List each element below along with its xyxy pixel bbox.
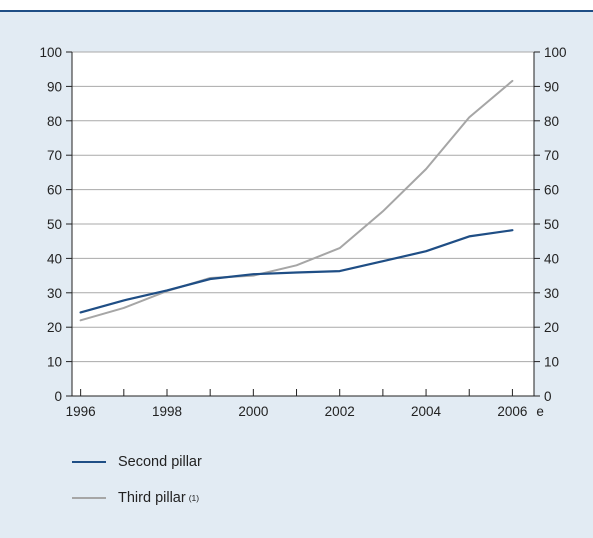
- series-line-second-pillar: [79, 229, 514, 314]
- y-tick-label-right-30: 30: [544, 286, 559, 301]
- y-tick-label-left-10: 10: [47, 355, 62, 370]
- x-tick-suffix: e: [536, 404, 544, 419]
- y-tick-label-right-0: 0: [544, 389, 552, 404]
- y-tick-label-right-90: 90: [544, 79, 559, 94]
- x-tick-label-1998: 1998: [152, 404, 182, 419]
- y-tick-label-right-60: 60: [544, 183, 559, 198]
- legend-label-third-pillar: Third pillar: [118, 490, 186, 506]
- y-tick-label-right-10: 10: [544, 355, 559, 370]
- y-tick-label-right-40: 40: [544, 251, 559, 266]
- gridlines: [72, 51, 534, 396]
- y-tick-label-left-50: 50: [47, 217, 62, 232]
- y-tick-label-right-100: 100: [544, 45, 567, 60]
- x-tick-label-2006: 2006: [497, 404, 527, 419]
- y-tick-label-left-80: 80: [47, 114, 62, 129]
- y-tick-label-left-40: 40: [47, 251, 62, 266]
- y-tick-label-left-0: 0: [54, 389, 62, 404]
- x-tick-label-1996: 1996: [66, 404, 96, 419]
- x-tick-label-2002: 2002: [325, 404, 355, 419]
- legend: Second pillar Third pillar (1): [72, 452, 202, 524]
- legend-swatch-third-pillar: [72, 497, 106, 499]
- axes: [66, 51, 540, 397]
- x-tick-label-2000: 2000: [238, 404, 268, 419]
- legend-swatch-second-pillar: [72, 461, 106, 463]
- y-tick-label-right-50: 50: [544, 217, 559, 232]
- y-tick-label-left-60: 60: [47, 183, 62, 198]
- y-tick-label-left-90: 90: [47, 79, 62, 94]
- y-tick-label-left-20: 20: [47, 320, 62, 335]
- x-tick-label-2004: 2004: [411, 404, 442, 419]
- y-tick-label-left-70: 70: [47, 148, 62, 163]
- y-tick-label-right-20: 20: [544, 320, 559, 335]
- series-lines: [79, 79, 514, 322]
- series-line-third-pillar: [79, 79, 514, 322]
- tick-labels: 0 0 10 10 20 20 30 30 40 40 50 50 60 60 70 70 80 80 90 90 10…: [39, 45, 566, 419]
- legend-item-third-pillar: Third pillar (1): [72, 488, 202, 508]
- y-tick-label-left-100: 100: [39, 45, 62, 60]
- legend-label-second-pillar: Second pillar: [118, 454, 202, 470]
- y-tick-label-right-80: 80: [544, 114, 559, 129]
- y-tick-label-right-70: 70: [544, 148, 559, 163]
- legend-item-second-pillar: Second pillar: [72, 452, 202, 472]
- legend-note-third-pillar: (1): [188, 493, 200, 503]
- y-tick-label-left-30: 30: [47, 286, 62, 301]
